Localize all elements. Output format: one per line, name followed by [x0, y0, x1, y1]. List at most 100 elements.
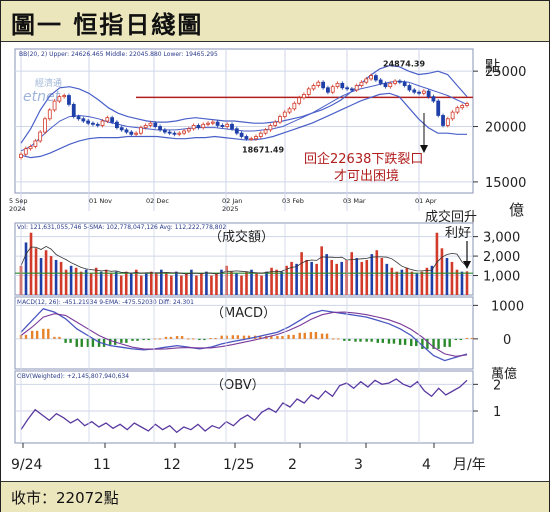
- candle-body: [383, 82, 388, 88]
- volume-bar: [144, 273, 148, 295]
- bb-indicator-text: BB(20, 2) Upper: 24626.465 Middle: 22045…: [19, 51, 218, 58]
- macd-histogram-bar: [432, 338, 435, 349]
- candle-body: [465, 103, 469, 106]
- candle-body: [215, 121, 220, 126]
- candle-body: [186, 128, 191, 132]
- macd-histogram-bar: [348, 338, 351, 341]
- volume-sma-line: [20, 245, 468, 275]
- candle-body: [364, 78, 369, 83]
- macd-histogram-bar: [392, 338, 396, 344]
- volume-bar: [54, 259, 58, 295]
- volume-bar: [455, 269, 459, 295]
- macd-histogram-bar: [314, 332, 318, 339]
- macd-histogram-bar: [247, 335, 251, 339]
- candle-body: [287, 108, 292, 113]
- volume-bar: [74, 267, 78, 295]
- macd-histogram-bar: [398, 338, 402, 345]
- volume-bar: [129, 273, 133, 295]
- volume-bar: [79, 271, 83, 295]
- candle-body: [450, 111, 455, 120]
- volume-bar: [64, 269, 68, 295]
- macd-histogram-bar: [242, 335, 246, 339]
- macd-histogram-bar: [303, 332, 306, 339]
- price-panel: [14, 48, 474, 194]
- macd-histogram-bar: [214, 338, 217, 340]
- volume-tick-label: 3,000: [483, 231, 520, 246]
- candle-body: [148, 122, 153, 126]
- candle-body: [234, 128, 239, 134]
- macd-histogram-bar: [120, 338, 123, 343]
- volume-bar: [114, 271, 118, 295]
- candle-body: [412, 89, 417, 93]
- volume-bar: [124, 271, 128, 295]
- candle-body: [326, 87, 330, 93]
- volume-bar: [99, 271, 103, 295]
- candle-body: [388, 82, 393, 88]
- volume-bar: [180, 275, 183, 295]
- macd-histogram-bar: [47, 328, 50, 339]
- macd-histogram-bar: [403, 338, 407, 345]
- chart-canvas: 25000 20000 15000 點 BB(20, 2) Upper: 24626.4…: [9, 48, 526, 473]
- candle-body: [71, 103, 76, 117]
- price-x-label: 5 Sep: [9, 197, 27, 205]
- candle-body: [91, 122, 95, 125]
- macd-histogram-bar: [236, 335, 240, 339]
- volume-bar: [245, 271, 248, 295]
- price-x-year: 2025: [222, 205, 239, 213]
- volume-bar: [360, 261, 364, 295]
- candle-body: [302, 94, 306, 99]
- candle-body: [359, 81, 364, 86]
- candle-body: [38, 131, 43, 142]
- volume-bar: [250, 269, 253, 295]
- candle-body: [210, 121, 215, 124]
- candle-body: [254, 136, 258, 140]
- candle-body: [177, 132, 182, 135]
- high-label: 24874.39: [383, 60, 425, 69]
- candle-body: [239, 132, 244, 137]
- volume-arrow-head: [463, 261, 471, 269]
- macd-histogram-bar: [175, 336, 179, 339]
- macd-histogram-bar: [465, 337, 469, 339]
- macd-histogram-bar: [91, 338, 95, 347]
- macd-histogram-bar: [376, 338, 379, 343]
- candle-body: [397, 80, 402, 83]
- volume-panel-label: （成交額）: [209, 229, 274, 245]
- candle-body: [67, 95, 71, 105]
- candle-body: [268, 125, 273, 131]
- price-tick-label: 15000: [485, 176, 526, 191]
- volume-bar: [215, 273, 218, 295]
- volume-bar: [175, 271, 178, 295]
- volume-bar: [195, 275, 198, 295]
- candle-body: [282, 111, 287, 117]
- macd-histogram-bar: [131, 338, 134, 341]
- macd-histogram-bar: [325, 333, 329, 339]
- volume-bar: [320, 246, 323, 295]
- volume-bar: [210, 275, 213, 295]
- macd-histogram-bar: [359, 338, 362, 342]
- macd-histogram-bar: [410, 338, 413, 347]
- candle-body: [33, 140, 38, 147]
- volume-bar: [425, 267, 429, 295]
- x-axis-label: 1/25: [223, 457, 254, 473]
- macd-histogram-bar: [454, 338, 458, 341]
- macd-histogram-bar: [209, 338, 212, 340]
- volume-bar: [155, 273, 158, 295]
- volume-bar: [410, 271, 414, 295]
- macd-histogram-bar: [69, 338, 72, 343]
- candle-body: [431, 96, 436, 102]
- volume-bar: [59, 261, 63, 295]
- candle-body: [28, 146, 33, 150]
- candle-body: [345, 87, 350, 90]
- candle-body: [263, 129, 268, 134]
- candle-body: [81, 118, 86, 122]
- candle-body: [426, 90, 431, 98]
- volume-bar: [200, 273, 203, 295]
- macd-histogram-bar: [309, 332, 313, 339]
- volume-bar: [285, 265, 288, 295]
- volume-bar: [335, 263, 339, 295]
- macd-histogram-bar: [276, 336, 279, 339]
- macd-panel: [14, 296, 474, 370]
- candle-body: [244, 136, 249, 140]
- candle-body: [316, 81, 321, 86]
- macd-histogram-bar: [298, 332, 301, 339]
